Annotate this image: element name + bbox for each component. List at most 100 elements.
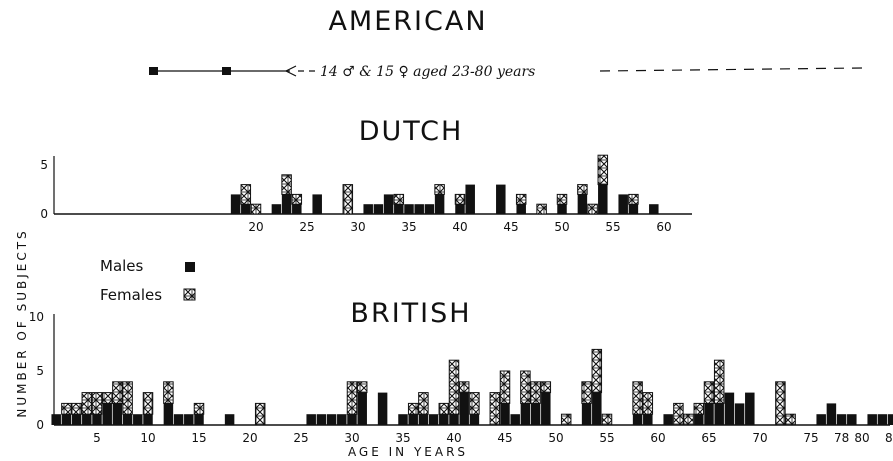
british-male-bar-10: [143, 414, 153, 425]
british-female-bar-15: [193, 402, 205, 415]
british-female-bar-55: [601, 413, 613, 426]
british-male-bar-67: [724, 392, 735, 425]
british-male-bar-35: [398, 414, 408, 425]
dutch-female-bar-24: [291, 193, 303, 205]
dutch-female-bar-57: [628, 193, 639, 205]
british-x-tick-label: 15: [191, 431, 206, 445]
dutch-female-bar-29: [342, 184, 354, 215]
british-x-tick-label: 50: [548, 431, 563, 445]
legend-females-swatch: [183, 288, 196, 301]
british-male-bar-8: [122, 414, 133, 425]
british-male-bar-33: [377, 392, 388, 425]
legend-males-swatch: [185, 262, 195, 272]
british-female-bar-51: [560, 413, 572, 426]
british-female-bar-36: [407, 402, 419, 415]
british-male-bar-37: [418, 414, 429, 425]
british-x-tick-label: 25: [293, 431, 308, 445]
american-range: 14 ♂ & 15 ♀ aged 23-80 years: [149, 64, 863, 80]
dutch-male-bar-38: [434, 194, 445, 214]
british-male-bar-59: [643, 414, 653, 425]
british-female-bar-2: [61, 402, 72, 415]
british-male-bar-7: [112, 403, 123, 425]
british-female-bar-47: [520, 370, 531, 404]
dutch-x-tick-label: 45: [503, 220, 518, 234]
british-male-bar-68: [734, 403, 745, 425]
british-male-bar-53: [581, 403, 592, 425]
dutch-male-bar-41: [465, 184, 475, 214]
british-female-bar-72: [775, 381, 786, 426]
british-male-bar-81: [867, 414, 877, 425]
british-female-bar-12: [163, 381, 174, 404]
dutch-y-tick-label: 5: [40, 158, 48, 172]
british-male-bar-9: [133, 414, 143, 425]
legend-females-label: Females: [100, 286, 162, 304]
dutch-male-bar-23: [281, 194, 292, 214]
dutch-female-bar-34: [393, 193, 405, 205]
british-male-bar-30: [347, 414, 357, 425]
dutch-male-bar-19: [241, 204, 251, 214]
british-male-bar-38: [428, 414, 439, 425]
british-male-bar-13: [173, 414, 184, 425]
dutch-x-tick-label: 60: [656, 220, 671, 234]
british-male-bar-2: [61, 414, 72, 425]
british-male-bar-39: [439, 414, 449, 425]
arrow-icon: [284, 65, 297, 77]
british-female-bar-58: [632, 381, 643, 415]
dutch-female-bar-19: [240, 184, 252, 205]
dutch-male-bar-57: [628, 204, 639, 214]
legend: Males Females: [100, 257, 196, 304]
british-female-bar-4: [81, 392, 93, 415]
british-x-tick-label: 60: [650, 431, 665, 445]
british-y-tick-label: 0: [36, 418, 44, 432]
british-x-tick-label: 80: [854, 431, 869, 445]
british-female-bar-8: [122, 381, 133, 415]
british-female-bar-6: [101, 392, 113, 404]
british-male-bar-18: [224, 414, 235, 425]
british-male-bar-47: [520, 403, 531, 425]
british-male-bar-64: [694, 414, 704, 425]
dutch-male-bar-32: [373, 204, 384, 214]
british-male-bar-58: [632, 414, 643, 425]
british-male-bar-26: [306, 414, 316, 425]
american-start-marker: [149, 67, 158, 75]
british-male-bar-40: [449, 414, 459, 425]
british-x-tick-label: 20: [242, 431, 257, 445]
dutch-bars: [230, 154, 659, 215]
british-male-bar-1: [51, 414, 61, 425]
british-male-bar-49: [541, 392, 551, 425]
british-tick-labels: 5 10 15 20 25 30 35 40 45 50 55 60 65 70 75 78 80 83 0 5 10: [29, 310, 893, 445]
british-female-bar-30: [346, 381, 358, 415]
british-male-bar-77: [826, 403, 837, 425]
dutch-female-bar-38: [434, 184, 445, 195]
dutch-x-tick-label: 50: [554, 220, 569, 234]
british-y-tick-label: 10: [29, 310, 44, 324]
british-female-bar-37: [418, 392, 429, 415]
dutch-y-tick-label: 0: [40, 207, 48, 221]
dutch-male-bar-34: [394, 204, 404, 214]
dutch-title: DUTCH: [359, 116, 464, 147]
dutch-female-bar-54: [597, 154, 609, 186]
dutch-male-bar-44: [496, 184, 506, 214]
british-x-tick-label: 83: [885, 431, 893, 445]
y-axis-label: NUMBER OF SUBJECTS: [15, 228, 29, 417]
x-axis-label: AGE IN YEARS: [348, 445, 468, 459]
british-female-bar-3: [71, 402, 82, 415]
british-male-bar-27: [316, 414, 327, 425]
british-male-bar-69: [745, 392, 755, 425]
british-male-bar-12: [163, 403, 174, 425]
dutch-male-bar-46: [516, 204, 526, 214]
british-male-bar-4: [82, 414, 92, 425]
british-x-tick-label: 35: [395, 431, 410, 445]
british-female-bar-21: [254, 402, 266, 426]
british-male-bar-42: [469, 414, 480, 425]
dutch-x-tick-label: 30: [350, 220, 365, 234]
dutch-x-tick-label: 35: [401, 220, 416, 234]
british-male-bar-79: [847, 414, 857, 425]
american-note: 14 ♂ & 15 ♀ aged 23-80 years: [320, 64, 535, 80]
british-male-bar-3: [71, 414, 82, 425]
dutch-male-bar-40: [455, 204, 465, 214]
british-x-tick-label: 65: [701, 431, 716, 445]
dutch-female-bar-46: [515, 193, 527, 205]
british-male-bar-6: [102, 403, 112, 425]
